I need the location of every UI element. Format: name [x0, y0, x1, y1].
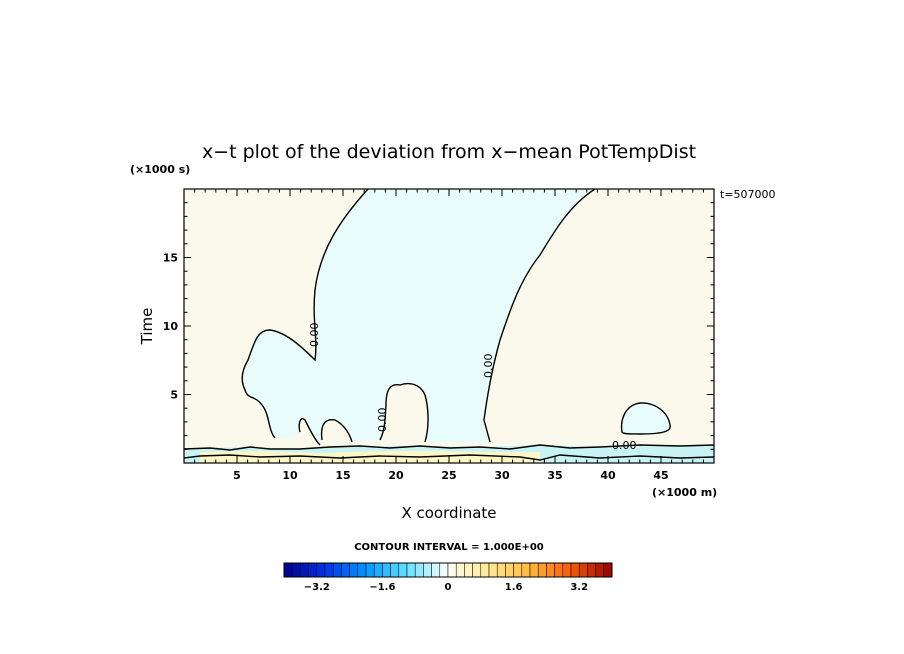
colorbar-cell	[595, 562, 605, 578]
x-tick-label: 30	[494, 469, 510, 482]
x-tick-label: 25	[441, 469, 456, 482]
colorbar-frame	[283, 562, 613, 578]
y-unit-label: (×1000 s)	[130, 163, 190, 176]
colorbar-cell	[496, 562, 506, 578]
contour-labels: 0.00 0.00 0.00 0.00	[308, 323, 637, 453]
colorbar-cell	[578, 562, 588, 578]
y-axis-label: Time	[138, 308, 156, 346]
plot-area	[184, 189, 714, 463]
colorbar-cell	[480, 562, 490, 578]
chart-title: x−t plot of the deviation from x−mean Po…	[202, 141, 696, 163]
colorbar-cell	[554, 562, 564, 578]
colorbar-cell	[300, 562, 309, 578]
colorbar-cell	[521, 562, 531, 578]
colorbar-cell	[414, 562, 424, 578]
contour-line-bubble	[620, 402, 671, 435]
y-tick-label: 5	[170, 389, 178, 402]
colorbar-tick-label: −1.6	[369, 582, 395, 593]
colorbar-cell	[398, 562, 408, 578]
colorbar-cell	[529, 562, 539, 578]
negative-region	[242, 189, 595, 445]
contour-interval-label: CONTOUR INTERVAL = 1.000E+00	[354, 542, 544, 553]
colorbar-cell	[332, 562, 342, 578]
colorbar-cell	[447, 562, 457, 578]
colorbar-tick-label: 1.6	[505, 582, 523, 593]
contour-line-bottom-2	[184, 454, 714, 461]
colorbar-cell	[570, 562, 580, 578]
colorbar-cell	[513, 562, 523, 578]
contour-line-zero-right	[483, 189, 596, 443]
colorbar-cell	[365, 562, 375, 578]
colorbar-tick-label: −3.2	[304, 582, 330, 593]
colorbar-cell	[373, 562, 383, 578]
colorbar-tick-labels: −3.2 −1.6 0 1.6 3.2	[304, 582, 588, 593]
x-tick-label: 15	[335, 469, 350, 482]
colorbar-cell	[390, 562, 400, 578]
x-tick-labels: 5 10 15 20 25 30 35 40 45	[233, 469, 668, 482]
colorbar-cell	[349, 562, 359, 578]
axis-ticks	[184, 189, 714, 463]
contour-label: 0.00	[482, 354, 495, 379]
colorbar-cell	[382, 562, 391, 578]
colorbar-cell	[562, 562, 572, 578]
colorbar-cell	[603, 562, 613, 578]
x-axis-label: X coordinate	[401, 504, 496, 522]
contour-line-zero	[241, 189, 369, 439]
colorbar-cell	[316, 562, 326, 578]
colorbar-cell	[587, 562, 596, 578]
negative-bubble	[621, 402, 671, 434]
contour-label: 0.00	[308, 323, 321, 348]
colorbar-cell	[546, 562, 555, 578]
colorbar-cell	[357, 562, 367, 578]
colorbar-cell	[505, 562, 514, 578]
y-tick-labels: 5 10 15	[163, 252, 179, 402]
colorbar-cell	[439, 562, 449, 578]
x-tick-label: 45	[653, 469, 668, 482]
colorbar	[283, 562, 613, 578]
colorbar-cell	[537, 562, 547, 578]
colorbar-cell	[324, 562, 334, 578]
colorbar-tick-label: 0	[445, 582, 452, 593]
colorbar-tick-label: 3.2	[570, 582, 588, 593]
colorbar-cell	[455, 562, 465, 578]
contour-line-zero-hump	[379, 382, 429, 443]
colorbar-cell	[308, 562, 318, 578]
x-tick-label: 10	[282, 469, 298, 482]
x-tick-label: 40	[600, 469, 616, 482]
y-tick-label: 15	[163, 252, 178, 265]
colorbar-cell	[291, 562, 301, 578]
colorbar-cell	[488, 562, 498, 578]
contour-line-zero-small	[298, 418, 353, 446]
x-tick-label: 5	[233, 469, 241, 482]
colorbar-cell	[283, 562, 293, 578]
colorbar-cell	[423, 562, 432, 578]
x-tick-label: 20	[388, 469, 404, 482]
x-tick-label: 35	[547, 469, 562, 482]
x-unit-label: (×1000 m)	[652, 486, 717, 499]
contour-label: 0.00	[376, 408, 389, 433]
colorbar-cell	[431, 562, 441, 578]
colorbar-cell	[341, 562, 350, 578]
colorbar-cell	[406, 562, 416, 578]
colorbar-cell	[472, 562, 482, 578]
time-label: t=507000	[720, 188, 776, 201]
contour-label: 0.00	[612, 439, 637, 452]
y-tick-label: 10	[163, 320, 179, 333]
contour-line-bottom	[184, 444, 714, 451]
colorbar-cell	[464, 562, 473, 578]
